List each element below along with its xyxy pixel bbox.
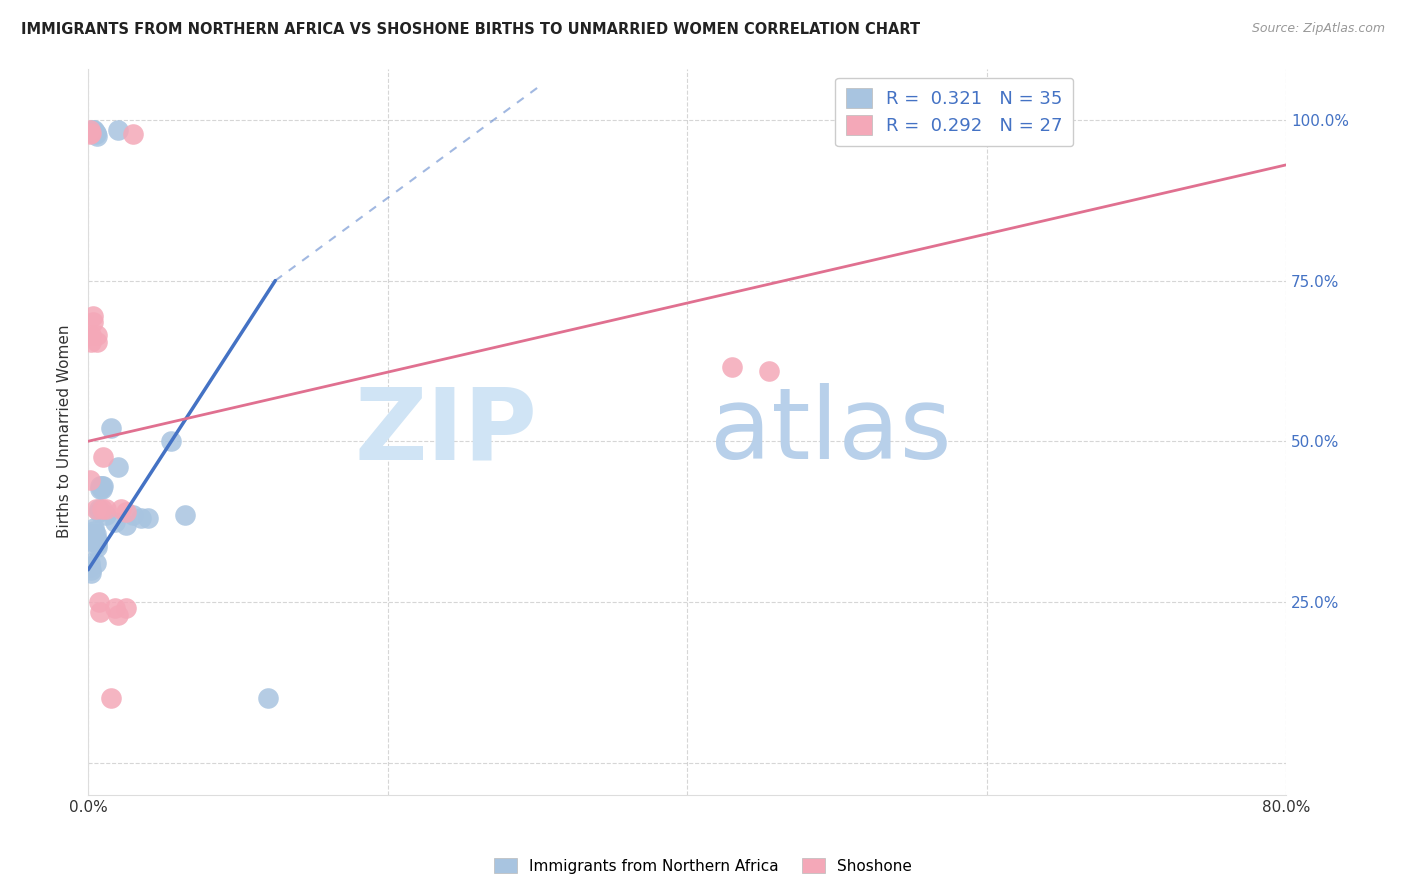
Point bbox=[83, 126, 105, 140]
Point bbox=[84, 127, 107, 141]
Point bbox=[129, 511, 152, 525]
Text: atlas: atlas bbox=[710, 383, 952, 480]
Point bbox=[87, 505, 110, 519]
Point bbox=[82, 533, 104, 548]
Point bbox=[80, 328, 103, 343]
Point bbox=[86, 334, 108, 349]
Point bbox=[79, 122, 101, 136]
Point bbox=[90, 501, 112, 516]
Point bbox=[721, 360, 744, 375]
Point bbox=[84, 527, 107, 541]
Point bbox=[107, 122, 129, 136]
Point bbox=[83, 521, 105, 535]
Point bbox=[91, 479, 114, 493]
Text: IMMIGRANTS FROM NORTHERN AFRICA VS SHOSHONE BIRTHS TO UNMARRIED WOMEN CORRELATIO: IMMIGRANTS FROM NORTHERN AFRICA VS SHOSH… bbox=[21, 22, 920, 37]
Point bbox=[84, 126, 107, 140]
Point bbox=[122, 127, 145, 141]
Point bbox=[100, 421, 122, 435]
Point bbox=[174, 508, 197, 523]
Point bbox=[80, 126, 103, 140]
Point bbox=[82, 309, 104, 323]
Point bbox=[91, 450, 114, 465]
Point bbox=[114, 517, 136, 532]
Point bbox=[89, 605, 111, 619]
Point bbox=[94, 501, 117, 516]
Point bbox=[94, 508, 117, 523]
Point bbox=[114, 505, 136, 519]
Point bbox=[86, 541, 108, 555]
Point bbox=[90, 479, 112, 493]
Point bbox=[80, 566, 103, 580]
Point bbox=[83, 527, 105, 541]
Point bbox=[86, 537, 108, 551]
Point bbox=[758, 363, 780, 377]
Text: Source: ZipAtlas.com: Source: ZipAtlas.com bbox=[1251, 22, 1385, 36]
Text: ZIP: ZIP bbox=[354, 383, 537, 480]
Point bbox=[87, 595, 110, 609]
Point bbox=[82, 315, 104, 329]
Point bbox=[159, 434, 181, 449]
Point bbox=[84, 533, 107, 548]
Point bbox=[86, 533, 108, 548]
Point bbox=[256, 691, 278, 706]
Y-axis label: Births to Unmarried Women: Births to Unmarried Women bbox=[58, 325, 72, 539]
Point bbox=[114, 601, 136, 615]
Point bbox=[79, 127, 101, 141]
Point bbox=[89, 479, 111, 493]
Point bbox=[86, 128, 108, 143]
Point bbox=[80, 334, 103, 349]
Point bbox=[84, 557, 107, 571]
Legend: R =  0.321   N = 35, R =  0.292   N = 27: R = 0.321 N = 35, R = 0.292 N = 27 bbox=[835, 78, 1073, 146]
Point bbox=[84, 531, 107, 545]
Point bbox=[79, 473, 101, 487]
Point bbox=[107, 459, 129, 474]
Point bbox=[104, 515, 127, 529]
Point bbox=[79, 557, 101, 571]
Point bbox=[90, 483, 112, 497]
Point bbox=[84, 501, 107, 516]
Point bbox=[89, 483, 111, 497]
Point bbox=[79, 559, 101, 574]
Point bbox=[82, 531, 104, 545]
Point bbox=[100, 691, 122, 706]
Point bbox=[83, 524, 105, 539]
Point bbox=[82, 122, 104, 136]
Point bbox=[87, 501, 110, 516]
Point bbox=[122, 508, 145, 523]
Point bbox=[80, 563, 103, 577]
Point bbox=[86, 328, 108, 343]
Point bbox=[83, 122, 105, 136]
Point bbox=[82, 527, 104, 541]
Point bbox=[136, 511, 159, 525]
Point bbox=[104, 601, 127, 615]
Point bbox=[110, 501, 132, 516]
Legend: Immigrants from Northern Africa, Shoshone: Immigrants from Northern Africa, Shoshon… bbox=[488, 852, 918, 880]
Point bbox=[107, 607, 129, 622]
